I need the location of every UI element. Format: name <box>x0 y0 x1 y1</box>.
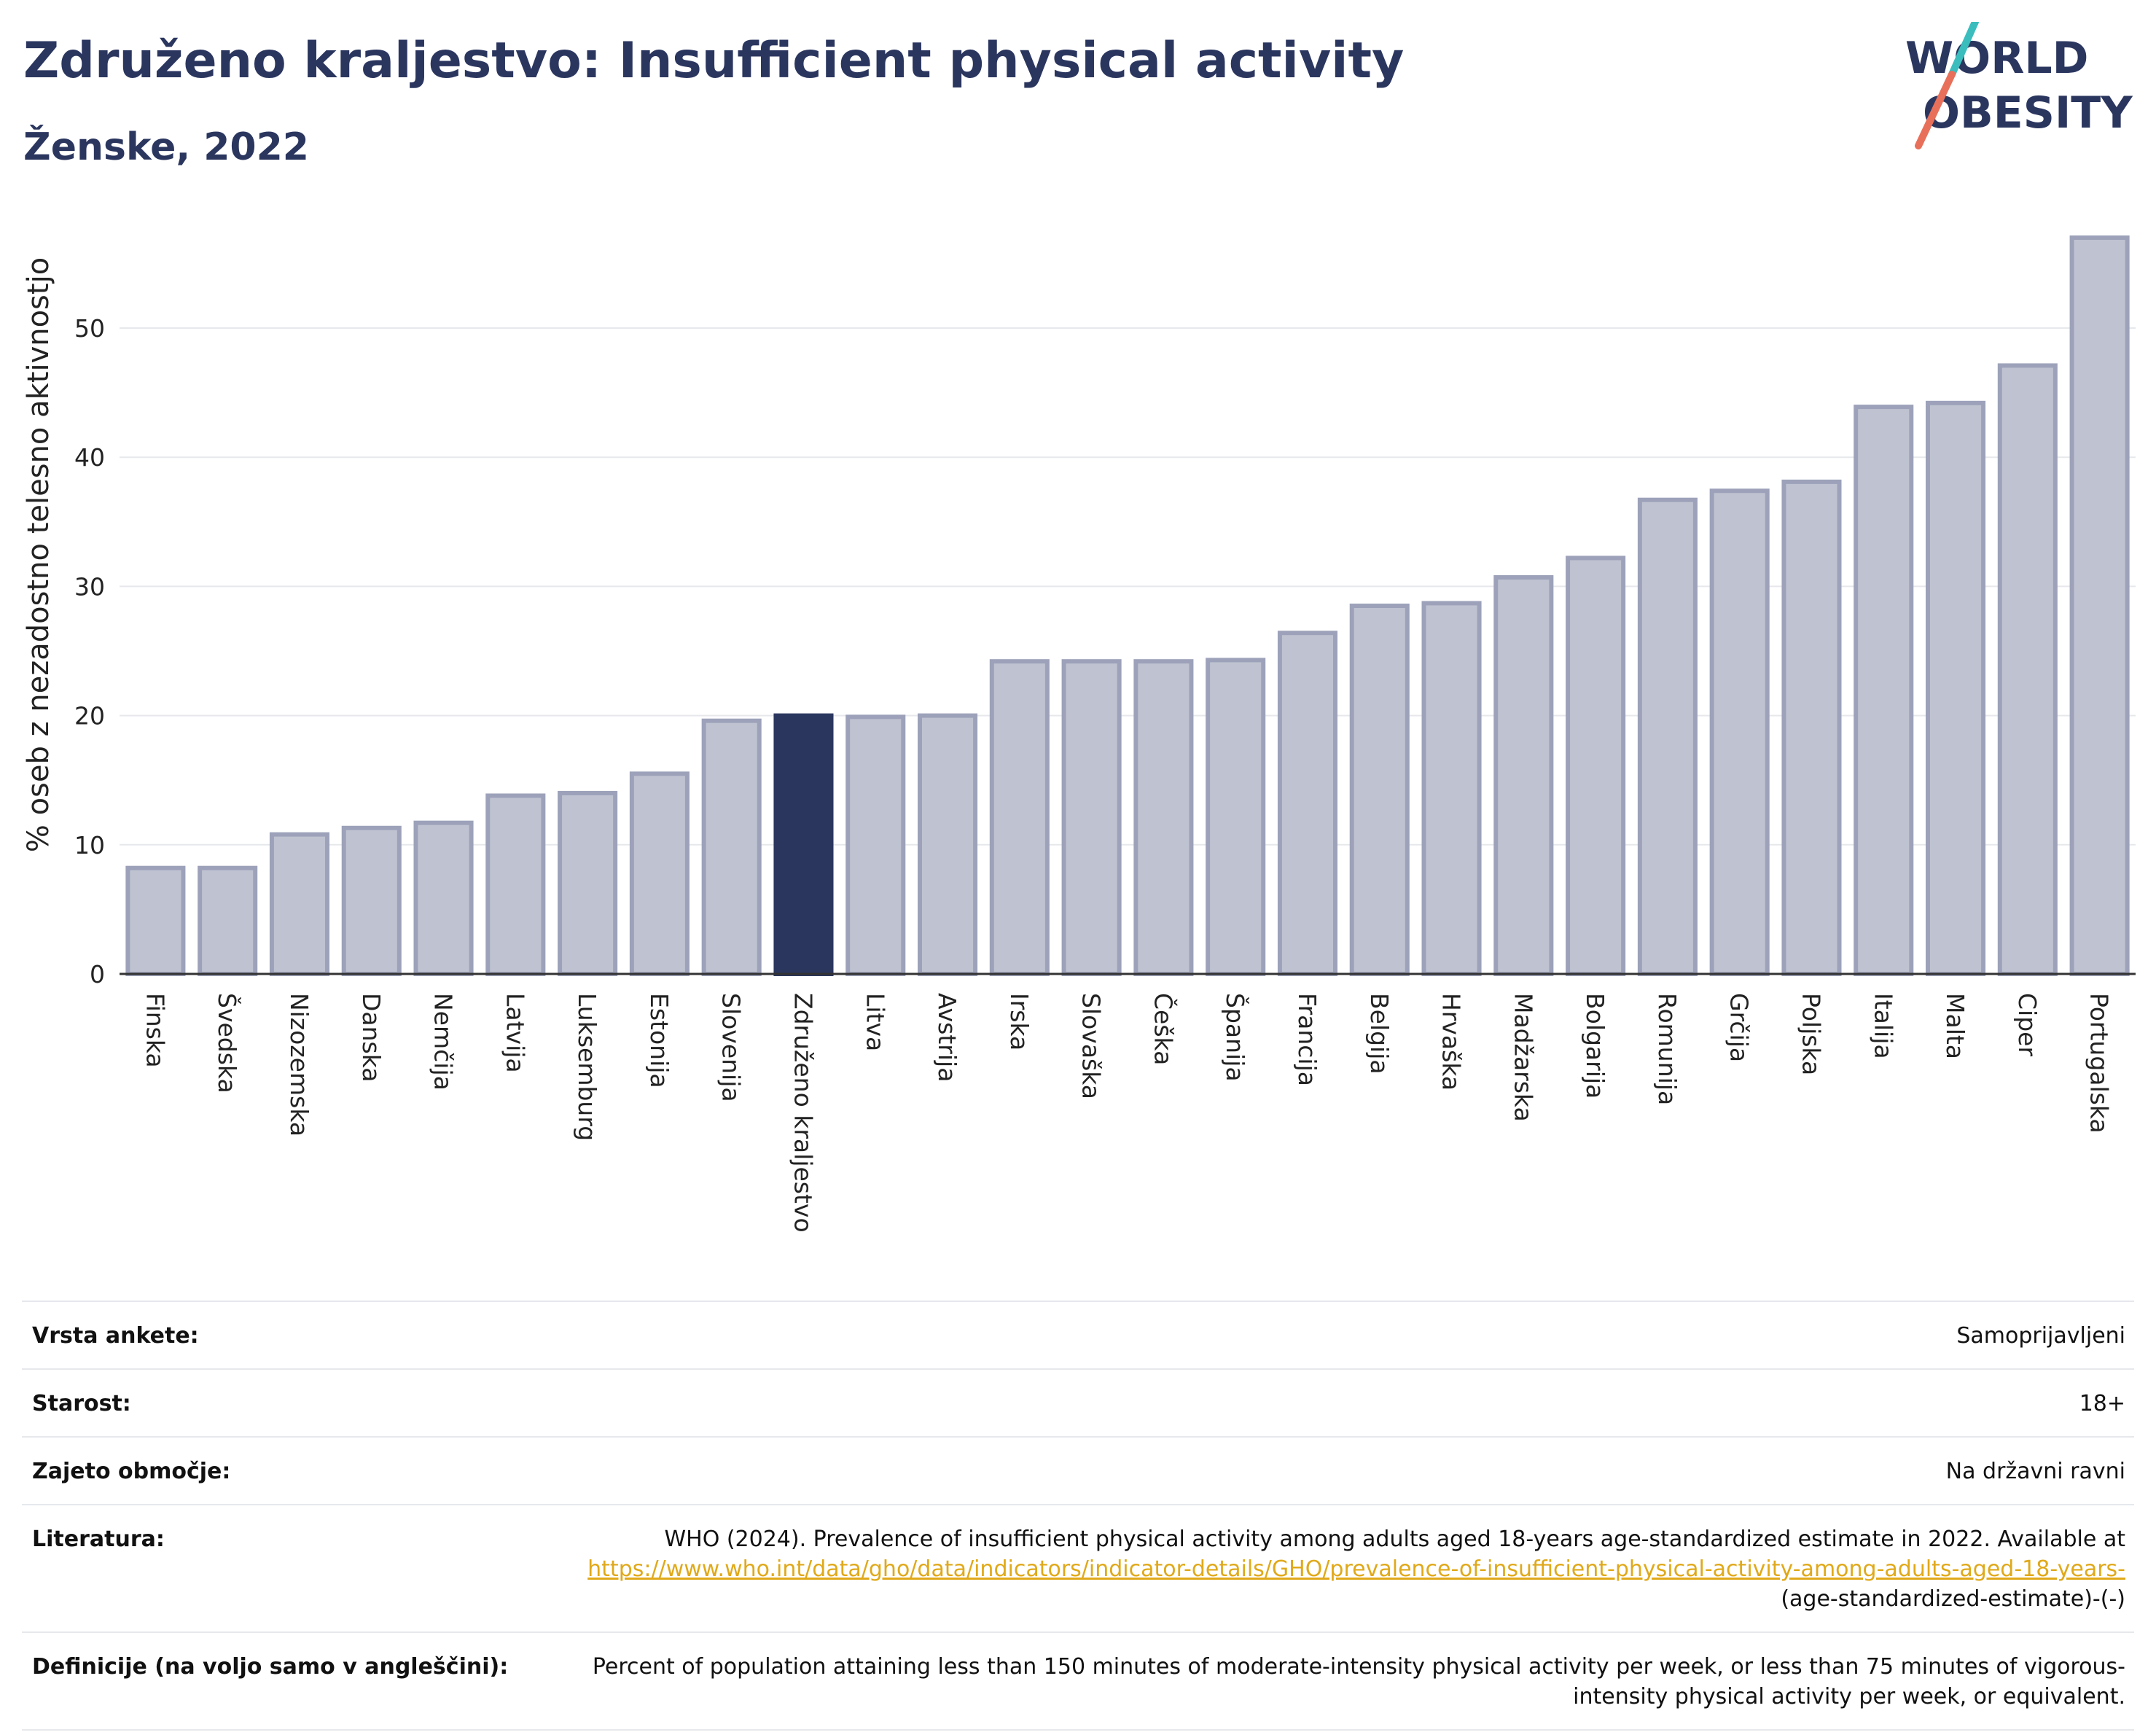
bar <box>1637 497 1698 976</box>
bar <box>1277 631 1337 976</box>
x-tick-label: Ciper <box>2013 993 2042 1056</box>
x-tick-label: Luksemburg <box>573 993 601 1141</box>
chart-title: Združeno kraljestvo: Insufficient physic… <box>23 32 1405 90</box>
survey-type-value: Samoprijavljeni <box>551 1301 2134 1369</box>
y-tick-label: 40 <box>74 443 105 472</box>
bar <box>413 820 474 976</box>
survey-type-key: Vrsta ankete: <box>22 1301 551 1369</box>
literature-suffix: (age-standardized-estimate)-(-) <box>1781 1586 2125 1612</box>
bar <box>845 714 906 977</box>
bar <box>2069 235 2130 976</box>
definition-row: Definicije (na voljo samo v angleščini):… <box>22 1631 2134 1731</box>
chart-subtitle: Ženske, 2022 <box>23 125 309 169</box>
y-tick-label: 20 <box>74 702 105 730</box>
bar <box>1854 405 1914 976</box>
bar <box>485 793 546 976</box>
literature-key: Literatura: <box>22 1504 551 1632</box>
y-tick-label: 0 <box>90 960 105 989</box>
x-tick-label: Hrvaška <box>1437 993 1466 1091</box>
x-tick-label: Švedska <box>213 993 242 1093</box>
bar <box>1709 488 1770 976</box>
bar <box>918 713 978 976</box>
x-tick-label: Belgija <box>1365 993 1394 1075</box>
bar <box>198 865 258 977</box>
coverage-row: Zajeto območje: Na državni ravni <box>22 1436 2134 1505</box>
bar <box>1566 555 1626 976</box>
definition-value: Percent of population attaining less tha… <box>551 1631 2134 1731</box>
y-axis-ticks: 0 10 20 30 40 50 <box>74 314 105 989</box>
metadata-table: Vrsta ankete: Samoprijavljeni Starost: 1… <box>22 1301 2134 1731</box>
bar-chart: 0 10 20 30 40 50 Finska Švedska Nizozemska Dansk… <box>22 235 2136 1233</box>
x-tick-label: Poljska <box>1797 993 1825 1075</box>
bar <box>269 832 329 977</box>
bar <box>773 713 834 976</box>
x-tick-label: Združeno kraljestvo <box>789 993 817 1233</box>
literature-row: Literatura: WHO (2024). Prevalence of in… <box>22 1504 2134 1632</box>
bar <box>125 865 186 977</box>
literature-value: WHO (2024). Prevalence of insufficient p… <box>551 1504 2134 1632</box>
bar <box>989 659 1050 976</box>
x-tick-label: Danska <box>357 993 386 1083</box>
coverage-key: Zajeto območje: <box>22 1436 551 1505</box>
x-tick-label: Nemčija <box>429 993 458 1091</box>
x-tick-label: Malta <box>1941 993 1969 1059</box>
literature-text: WHO (2024). Prevalence of insufficient p… <box>664 1527 2125 1552</box>
bar <box>1997 363 2058 976</box>
x-tick-label: Slovenija <box>717 993 746 1102</box>
svg-text:WORLD: WORLD <box>1905 33 2088 84</box>
bar <box>341 825 402 977</box>
y-tick-label: 10 <box>74 831 105 859</box>
bar <box>1421 601 1482 976</box>
bar <box>1781 479 1842 976</box>
bars <box>125 235 2130 977</box>
svg-text:OBESITY: OBESITY <box>1923 87 2133 139</box>
x-tick-label: Grčija <box>1725 993 1754 1062</box>
bar <box>1133 659 1194 976</box>
x-tick-label: Latvija <box>501 993 529 1073</box>
x-tick-label: Italija <box>1869 993 1897 1059</box>
bar <box>1493 575 1554 976</box>
survey-type-row: Vrsta ankete: Samoprijavljeni <box>22 1301 2134 1369</box>
y-tick-label: 50 <box>74 314 105 343</box>
x-tick-label: Portugalska <box>2085 993 2114 1134</box>
bar <box>558 790 618 976</box>
x-tick-label: Romunija <box>1653 993 1682 1105</box>
bar <box>701 718 762 977</box>
x-tick-label: Madžarska <box>1509 993 1537 1122</box>
x-tick-label: Francija <box>1293 993 1321 1086</box>
age-row: Starost: 18+ <box>22 1368 2134 1437</box>
y-tick-label: 30 <box>74 572 105 601</box>
x-tick-label: Bolgarija <box>1581 993 1609 1099</box>
x-tick-label: Slovaška <box>1077 993 1106 1099</box>
coverage-value: Na državni ravni <box>551 1436 2134 1505</box>
x-axis-ticks: Finska Švedska Nizozemska Danska Nemčija Latv… <box>141 993 2113 1233</box>
definition-key: Definicije (na voljo samo v angleščini): <box>22 1631 551 1731</box>
x-tick-label: Litva <box>861 993 889 1051</box>
x-tick-label: Finska <box>141 993 169 1068</box>
literature-link[interactable]: https://www.who.int/data/gho/data/indica… <box>587 1556 2125 1582</box>
bar <box>629 771 690 976</box>
world-obesity-logo: WORLD OBESITY <box>1905 22 2133 149</box>
bar <box>1061 659 1122 976</box>
age-key: Starost: <box>22 1368 551 1437</box>
x-tick-label: Irska <box>1005 993 1034 1050</box>
x-tick-label: Avstrija <box>933 993 961 1082</box>
bar <box>1206 658 1266 977</box>
x-tick-label: Nizozemska <box>285 993 313 1136</box>
x-tick-label: Španija <box>1221 993 1250 1082</box>
y-axis-label: % oseb z nezadostno telesno aktivnostjo <box>22 257 55 852</box>
x-tick-label: Češka <box>1149 993 1178 1065</box>
x-tick-label: Estonija <box>645 993 673 1088</box>
bar <box>1926 400 1986 976</box>
bar <box>1349 604 1410 976</box>
age-value: 18+ <box>551 1368 2134 1437</box>
